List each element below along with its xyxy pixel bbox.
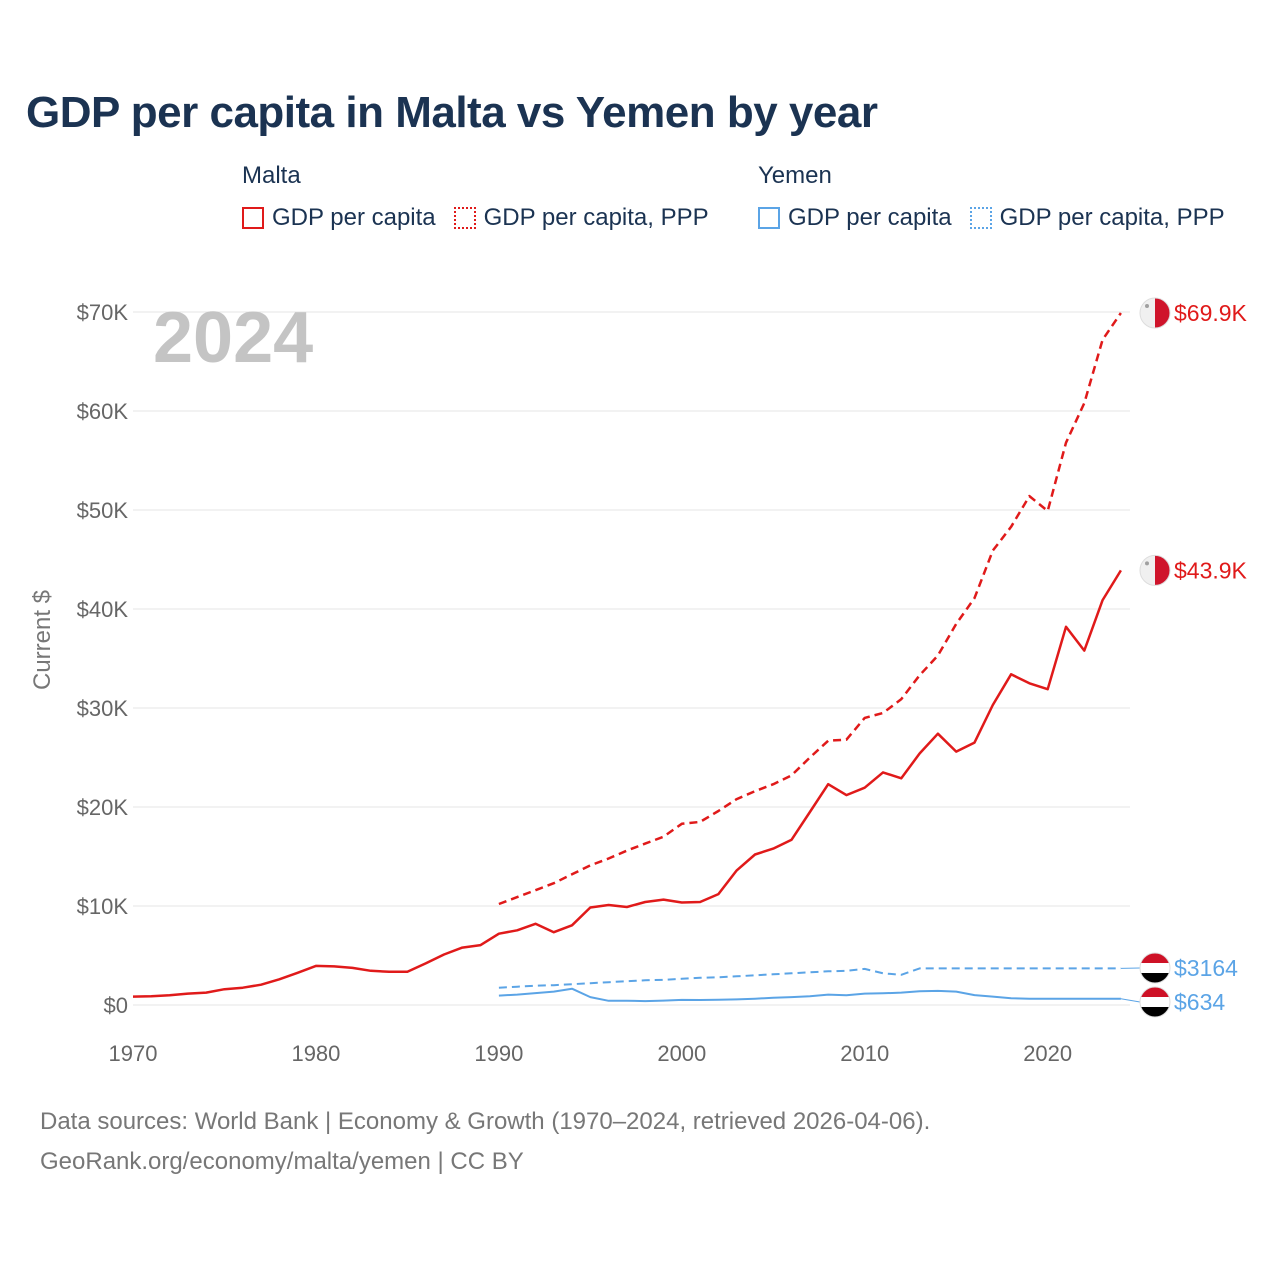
x-tick-label: 1970	[109, 1041, 158, 1066]
y-axis-title: Current $	[29, 590, 56, 690]
series-line-yemen-gdp-per-capita-ppp	[498, 967, 1121, 989]
flag-outline	[1139, 554, 1171, 586]
end-label-connector	[1120, 998, 1141, 1003]
flag-outline	[1139, 952, 1171, 984]
y-tick-label: $60K	[77, 399, 129, 424]
series-line-yemen-gdp-per-capita	[498, 987, 1121, 1003]
credit-note[interactable]: GeoRank.org/economy/malta/yemen | CC BY	[40, 1148, 524, 1175]
flag-red-half	[1155, 297, 1170, 328]
flag-black-band	[1140, 973, 1170, 983]
malta-flag-icon	[1139, 554, 1171, 586]
flag-white-half	[1140, 555, 1155, 586]
legend-label: GDP per capita	[788, 204, 952, 231]
data-source-note: Data sources: World Bank | Economy & Gro…	[40, 1108, 931, 1135]
series-end-label: $3164	[1174, 955, 1238, 981]
x-tick-label: 2000	[657, 1041, 706, 1066]
flag-red-band	[1140, 987, 1170, 997]
flag-white-half	[1140, 297, 1155, 328]
legend-group-malta: Malta GDP per capita GDP per capita, PPP	[242, 162, 709, 232]
y-tick-label: $70K	[77, 300, 129, 325]
flag-george-cross	[1145, 303, 1149, 308]
flag-red-band	[1140, 953, 1170, 963]
x-tick-label: 2020	[1023, 1041, 1072, 1066]
flag-white-band	[1140, 963, 1170, 973]
y-tick-label: $20K	[77, 795, 129, 820]
malta-flag-icon	[1139, 297, 1171, 329]
flag-red-half	[1155, 555, 1170, 586]
series-end-label: $43.9K	[1174, 557, 1248, 583]
yemen-flag-icon	[1139, 986, 1171, 1018]
flag-body	[1140, 555, 1170, 586]
y-tick-label: $10K	[77, 894, 129, 919]
legend-label: GDP per capita, PPP	[999, 204, 1225, 231]
legend-group-yemen: Yemen GDP per capita GDP per capita, PPP	[758, 162, 1225, 232]
legend-swatch-solid-icon	[242, 207, 264, 229]
legend-item-malta-gdp[interactable]: GDP per capita	[242, 204, 436, 232]
series-end-label: $634	[1174, 989, 1225, 1015]
legend-country-malta: Malta	[242, 162, 301, 189]
y-tick-label: $50K	[77, 498, 129, 523]
legend-label: GDP per capita, PPP	[483, 204, 709, 231]
y-tick-label: $0	[104, 993, 128, 1018]
legend-swatch-solid-icon	[758, 207, 780, 229]
flag-white-band	[1140, 997, 1170, 1007]
flag-outline	[1139, 986, 1171, 1018]
flag-black-band	[1140, 1007, 1170, 1017]
series-end-label: $69.9K	[1174, 300, 1248, 326]
legend-item-yemen-gdp[interactable]: GDP per capita	[758, 204, 952, 232]
yemen-flag-icon	[1139, 952, 1171, 984]
chart-title: GDP per capita in Malta vs Yemen by year	[26, 88, 878, 137]
flag-body	[1140, 297, 1170, 328]
y-tick-label: $40K	[77, 597, 129, 622]
series-line-malta-gdp-per-capita-ppp	[498, 312, 1122, 906]
legend-label: GDP per capita	[272, 204, 436, 231]
x-tick-label: 1990	[474, 1041, 523, 1066]
legend-country-yemen: Yemen	[758, 162, 832, 189]
series-line-malta-gdp-per-capita	[132, 569, 1122, 998]
flag-outline	[1139, 297, 1171, 329]
legend-swatch-dotted-icon	[453, 207, 476, 229]
legend-item-yemen-gdp-ppp[interactable]: GDP per capita, PPP	[969, 204, 1225, 232]
year-watermark: 2024	[153, 298, 313, 378]
y-tick-label: $30K	[77, 696, 129, 721]
legend-item-malta-gdp-ppp[interactable]: GDP per capita, PPP	[453, 204, 709, 232]
flag-body	[1140, 953, 1170, 983]
flag-body	[1140, 987, 1170, 1017]
legend-swatch-dotted-icon	[969, 207, 992, 229]
flag-george-cross	[1145, 561, 1149, 566]
x-tick-label: 2010	[840, 1041, 889, 1066]
x-tick-label: 1980	[291, 1041, 340, 1066]
